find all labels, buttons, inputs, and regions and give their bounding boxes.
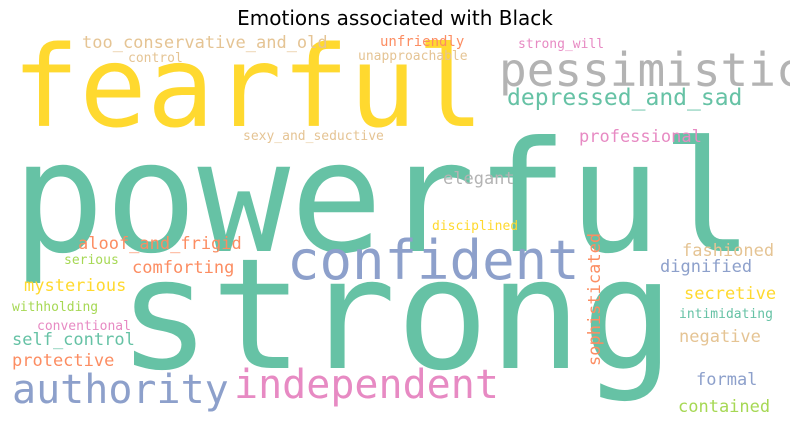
word-control: control — [128, 51, 183, 66]
word-secretive: secretive — [684, 284, 777, 304]
word-depressed-and-sad: depressed_and_sad — [507, 85, 743, 111]
word-unapproachable: unapproachable — [358, 49, 468, 64]
word-confident: confident — [287, 229, 580, 292]
word-contained: contained — [678, 397, 771, 417]
word-serious: serious — [64, 253, 119, 268]
word-conventional: conventional — [37, 319, 131, 334]
word-too-conservative-and-old: too_conservative_and_old — [82, 33, 328, 53]
word-professional: professional — [579, 127, 702, 147]
word-mysterious: mysterious — [24, 276, 127, 296]
word-fearful: fearful — [12, 23, 485, 153]
word-cloud: powerful strong fearful confident pessimisti… — [12, 23, 790, 422]
word-independent: independent — [234, 362, 499, 408]
word-self-control: self_control — [12, 330, 135, 350]
word-strong: strong — [118, 226, 675, 405]
word-powerful: powerful — [12, 109, 754, 288]
word-formal: formal — [696, 370, 758, 390]
word-authority: authority — [12, 367, 229, 413]
word-dignified: dignified — [660, 257, 753, 277]
word-protective: protective — [12, 351, 115, 371]
word-elegant: elegant — [443, 169, 515, 189]
word-unfriendly: unfriendly — [380, 34, 465, 50]
word-intimidating: intimidating — [679, 307, 773, 322]
word-negative: negative — [679, 327, 761, 347]
word-fashioned: fashioned — [682, 241, 775, 261]
word-aloof-and-frigid: aloof_and_frigid — [78, 234, 242, 254]
word-withholding: withholding — [12, 300, 99, 315]
chart-title: Emotions associated with Black — [237, 6, 553, 30]
word-pessimistic: pessimistic — [499, 43, 790, 97]
word-disciplined: disciplined — [432, 219, 519, 234]
word-comforting: comforting — [132, 258, 235, 278]
word-sophisticated: sophisticated — [585, 232, 605, 366]
word-strong-will: strong_will — [518, 37, 605, 52]
word-sexy-and-seductive: sexy_and_seductive — [243, 129, 384, 144]
